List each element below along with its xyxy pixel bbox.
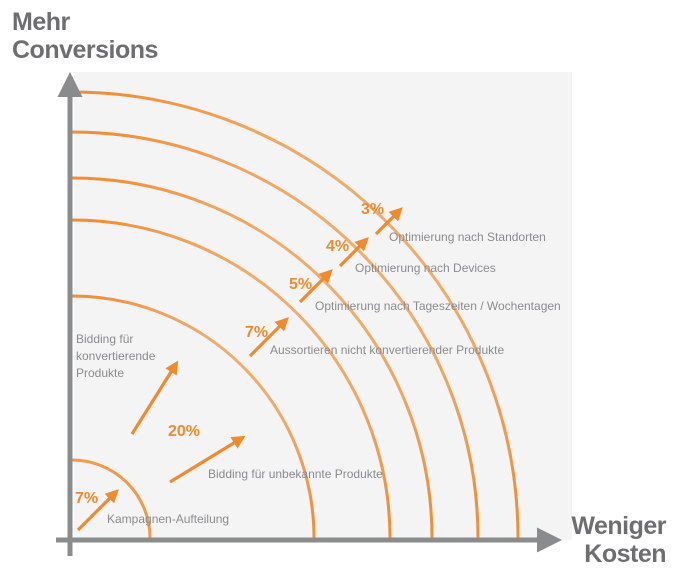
x-axis-title-line1: Weniger: [571, 512, 666, 540]
y-axis-title-line2: Conversions: [12, 36, 158, 64]
percent-step-5: 4%: [326, 238, 349, 255]
percent-step-1: 7%: [75, 490, 98, 507]
arc-2: [70, 294, 316, 540]
label-step-1: Kampagnen-Aufteilung: [107, 512, 229, 526]
arc-4: [70, 176, 434, 540]
label-step-6: Optimierung nach Standorten: [389, 230, 546, 244]
arrow-step-3: [248, 317, 289, 358]
label-step-2-upper-line2: konvertierende: [76, 349, 156, 363]
arrow-step-5: [338, 237, 369, 268]
arrow-group: [76, 207, 403, 532]
label-step-2-upper-line3: Produkte: [76, 366, 124, 380]
percent-group: 7% 20% 7% 5% 4% 3%: [75, 201, 384, 507]
arc-1: [70, 458, 152, 540]
label-step-2-upper-line1: Bidding für: [76, 332, 133, 346]
label-group: Kampagnen-Aufteilung Bidding für konvert…: [76, 230, 561, 526]
label-step-2-lower: Bidding für unbekannte Produkte: [208, 467, 383, 481]
percent-step-3: 7%: [245, 324, 268, 341]
arrow-step-1: [76, 489, 119, 532]
arc-3: [70, 218, 392, 540]
x-axis-title: Weniger Kosten: [571, 512, 666, 568]
arrow-step-2-right: [169, 435, 246, 484]
percent-step-4: 5%: [289, 276, 312, 293]
label-step-5: Optimierung nach Devices: [355, 261, 496, 275]
chart-panel: [74, 72, 572, 540]
x-axis-title-line2: Kosten: [584, 540, 666, 568]
arrow-step-2-up: [130, 360, 179, 435]
percent-step-2: 20%: [168, 423, 200, 440]
arrow-step-4: [298, 269, 333, 304]
y-axis-title-line1: Mehr: [12, 8, 70, 36]
label-step-4: Optimierung nach Tageszeiten / Wochentag…: [315, 299, 561, 313]
label-step-3: Aussortieren nicht konvertierender Produ…: [270, 343, 504, 357]
y-axis-title: Mehr Conversions: [12, 8, 158, 64]
arrow-step-6: [374, 207, 403, 236]
percent-step-6: 3%: [361, 201, 384, 218]
